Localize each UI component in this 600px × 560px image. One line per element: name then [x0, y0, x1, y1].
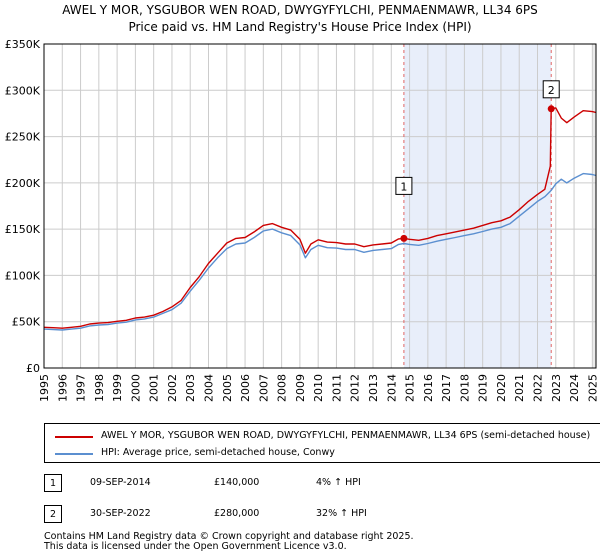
- footer: Contains HM Land Registry data © Crown c…: [44, 532, 414, 552]
- highlight-band: [404, 44, 551, 368]
- x-tick-label: 1997: [75, 374, 88, 402]
- x-tick-label: 2011: [330, 374, 343, 402]
- chart: AWEL Y MOR, YSGUBOR WEN ROAD, DWYGYFYLCH…: [0, 0, 600, 420]
- x-tick-label: 2013: [367, 374, 380, 402]
- forecast-band: [592, 44, 596, 368]
- x-tick-label: 2018: [458, 374, 471, 402]
- x-tick-label: 2009: [294, 374, 307, 402]
- x-tick-label: 2007: [257, 374, 270, 402]
- x-tick-label: 2014: [385, 374, 398, 402]
- x-tick-label: 2008: [276, 374, 289, 402]
- transaction-badge: 2: [44, 505, 62, 523]
- chart-subtitle: Price paid vs. HM Land Registry's House …: [128, 20, 471, 34]
- y-tick-label: £200K: [5, 177, 41, 190]
- sale-point: [400, 235, 407, 242]
- x-tick-label: 2025: [586, 374, 599, 402]
- transaction-hpi-change: 32% ↑ HPI: [316, 508, 367, 519]
- x-tick-label: 2012: [349, 374, 362, 402]
- x-tick-label: 2019: [477, 374, 490, 402]
- x-tick-label: 2015: [404, 374, 417, 402]
- legend-swatch-property: [55, 436, 93, 438]
- marker-badge-label: 1: [400, 180, 407, 193]
- transaction-badge: 1: [44, 474, 62, 492]
- chart-title: AWEL Y MOR, YSGUBOR WEN ROAD, DWYGYFYLCH…: [62, 3, 538, 17]
- x-tick-label: 1996: [56, 374, 69, 402]
- transaction-date: 09-SEP-2014: [90, 477, 151, 488]
- x-tick-label: 2000: [129, 374, 142, 402]
- marker-badge-label: 2: [548, 84, 555, 97]
- y-tick-label: £350K: [5, 38, 41, 51]
- x-tick-label: 2002: [166, 374, 179, 402]
- footer-licence: This data is licensed under the Open Gov…: [44, 542, 414, 552]
- x-tick-label: 2005: [221, 374, 234, 402]
- y-tick-label: £250K: [5, 131, 41, 144]
- x-tick-label: 2023: [550, 374, 563, 402]
- sale-point: [548, 105, 555, 112]
- x-tick-label: 2003: [184, 374, 197, 402]
- y-tick-label: £100K: [5, 269, 41, 282]
- transaction-price: £140,000: [214, 477, 259, 488]
- legend-label-hpi: HPI: Average price, semi-detached house,…: [101, 447, 335, 458]
- transaction-date: 30-SEP-2022: [90, 508, 151, 519]
- x-tick-label: 2004: [203, 374, 216, 402]
- legend: AWEL Y MOR, YSGUBOR WEN ROAD, DWYGYFYLCH…: [44, 423, 600, 463]
- transaction-hpi-change: 4% ↑ HPI: [316, 477, 361, 488]
- x-tick-label: 2017: [440, 374, 453, 402]
- x-tick-label: 1995: [38, 374, 51, 402]
- y-tick-label: £150K: [5, 223, 41, 236]
- y-tick-label: £300K: [5, 84, 41, 97]
- x-tick-label: 2024: [568, 374, 581, 402]
- x-tick-label: 2001: [148, 374, 161, 402]
- x-tick-label: 2021: [513, 374, 526, 402]
- y-tick-label: £50K: [12, 316, 41, 329]
- x-tick-label: 2022: [532, 374, 545, 402]
- y-tick-label: £0: [26, 362, 40, 375]
- x-tick-label: 2020: [495, 374, 508, 402]
- x-tick-label: 1999: [111, 374, 124, 402]
- legend-swatch-hpi: [55, 453, 93, 455]
- x-tick-label: 2010: [312, 374, 325, 402]
- transaction-price: £280,000: [214, 508, 259, 519]
- x-tick-label: 1998: [93, 374, 106, 402]
- x-tick-label: 2006: [239, 374, 252, 402]
- x-tick-label: 2016: [422, 374, 435, 402]
- legend-label-property: AWEL Y MOR, YSGUBOR WEN ROAD, DWYGYFYLCH…: [101, 430, 590, 441]
